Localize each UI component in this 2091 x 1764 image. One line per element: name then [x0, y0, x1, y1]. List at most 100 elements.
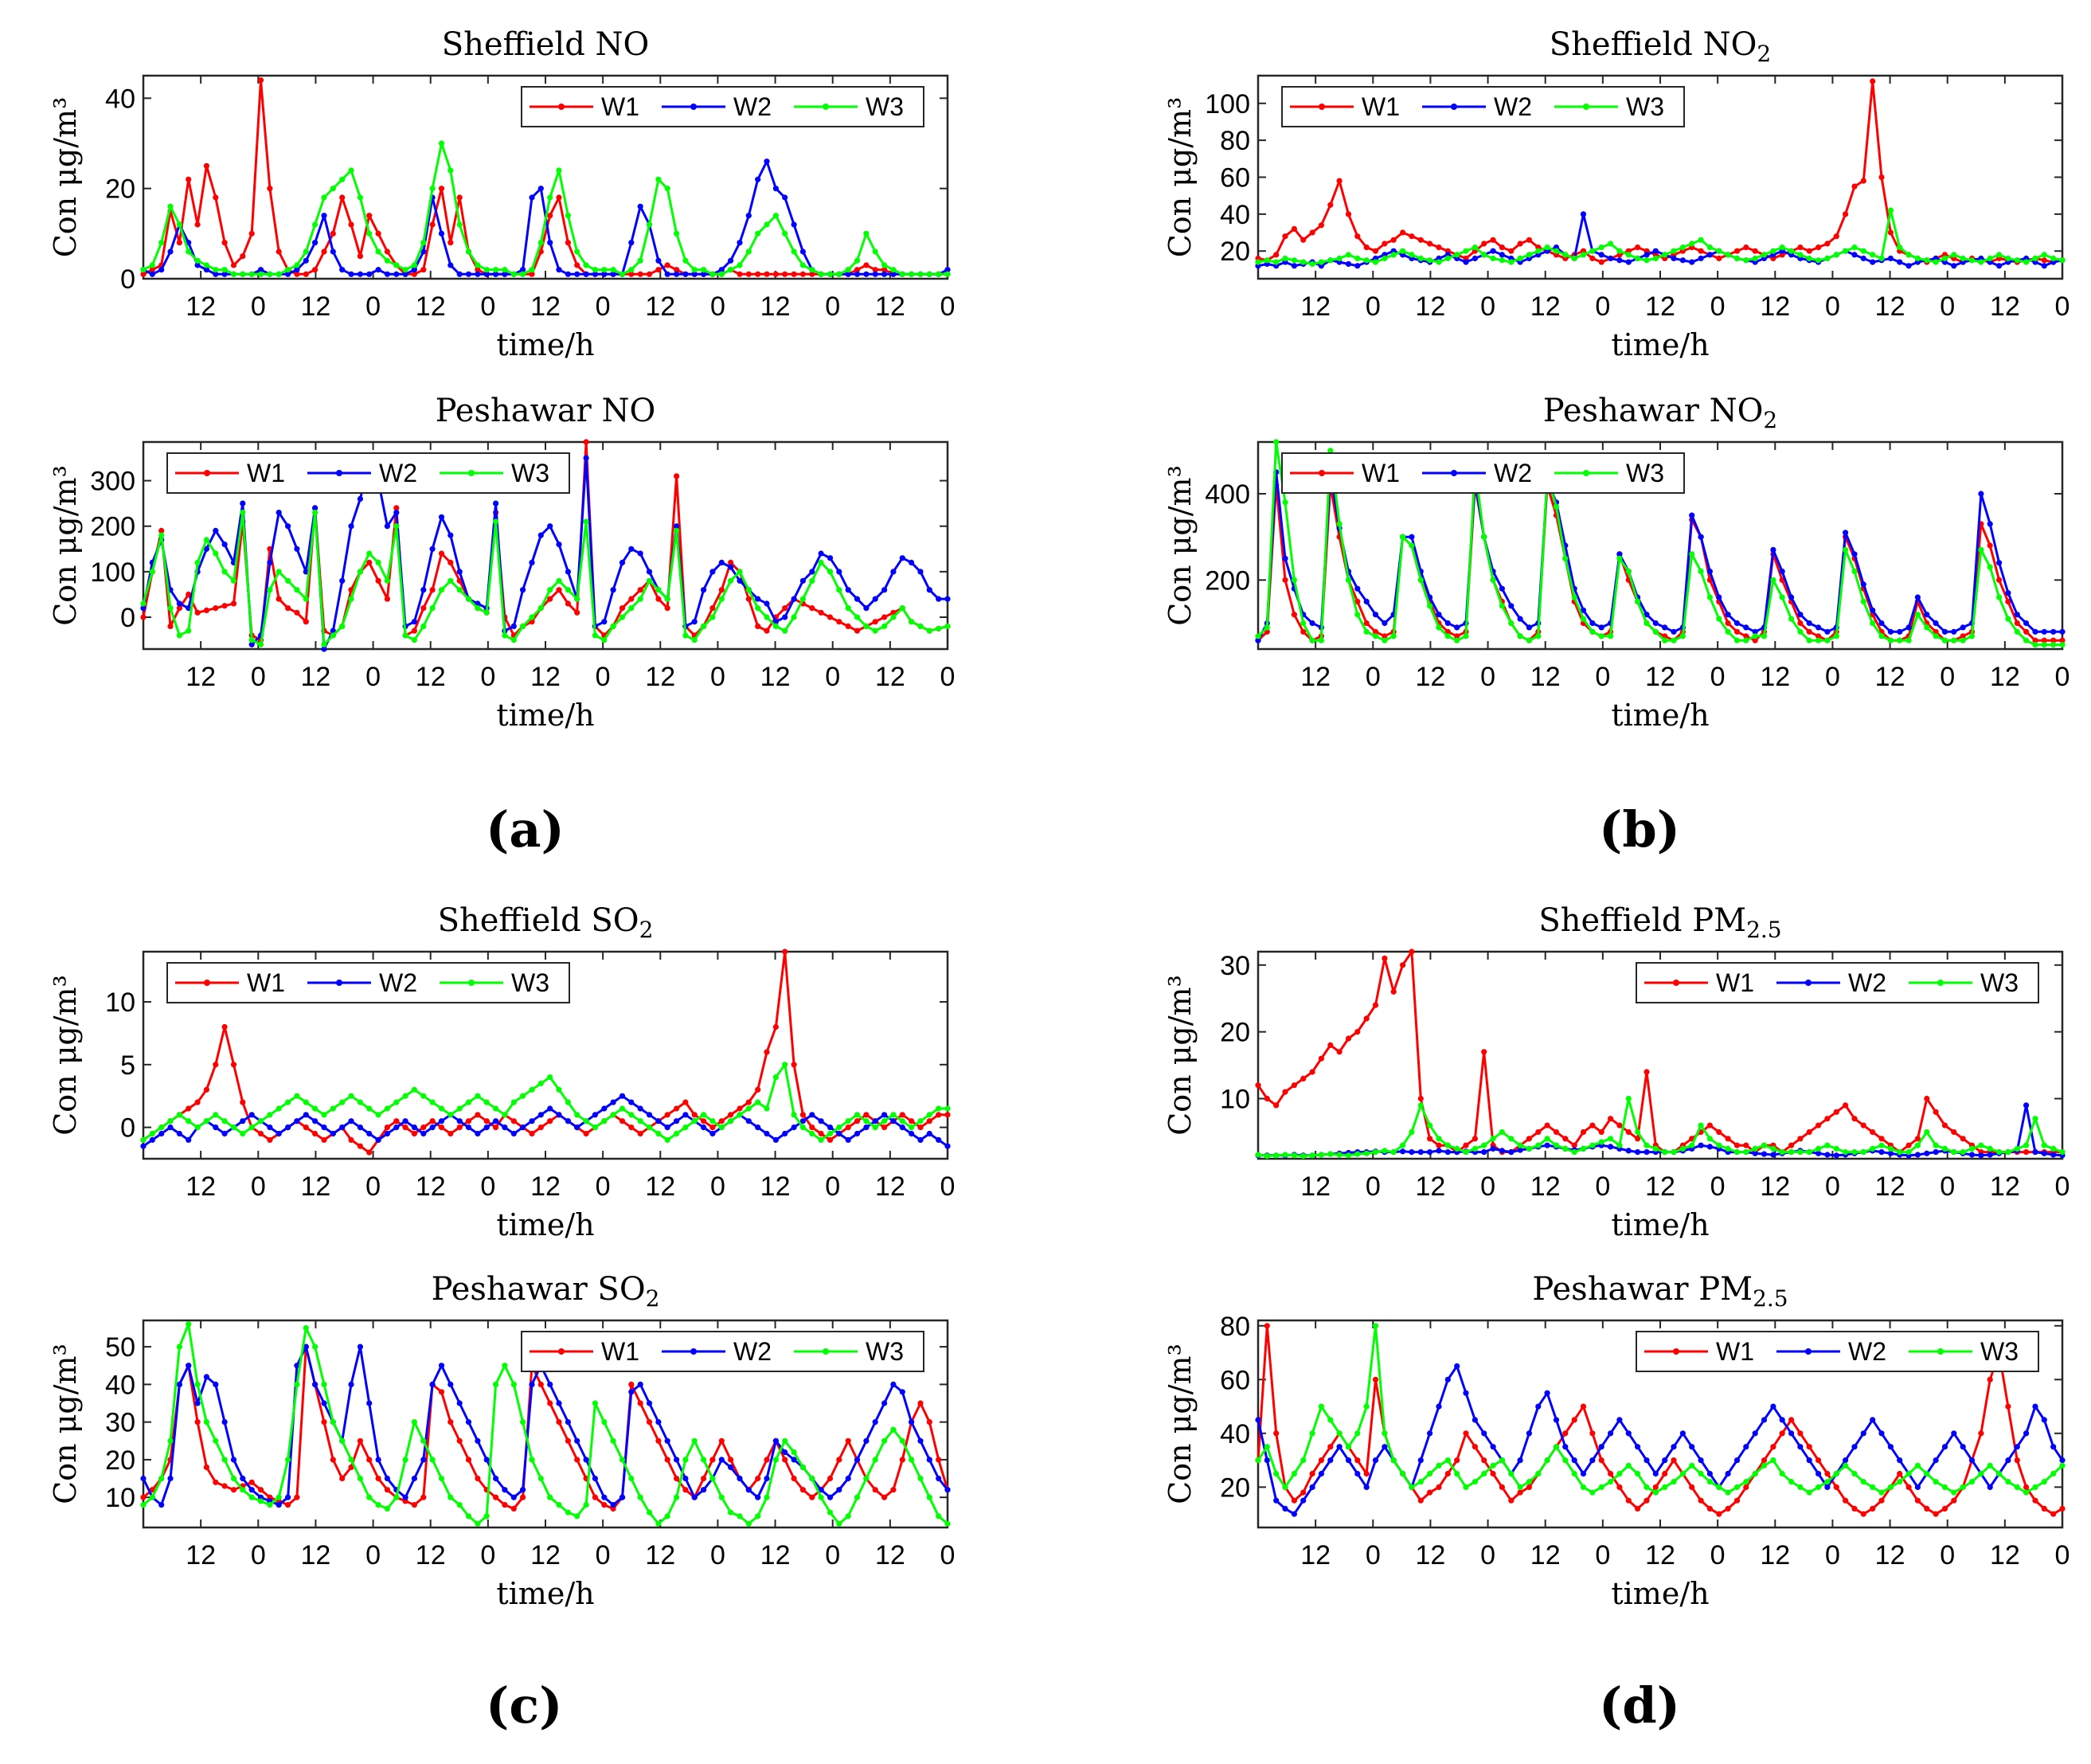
- data-point: [1951, 1149, 1957, 1156]
- data-point: [1815, 244, 1822, 251]
- x-tick-label: 0: [940, 662, 956, 692]
- data-point: [475, 1093, 481, 1099]
- data-point: [502, 267, 508, 273]
- x-tick-label: 0: [940, 1540, 956, 1570]
- data-point: [1843, 1457, 1849, 1464]
- data-point: [674, 1475, 680, 1482]
- data-point: [764, 1457, 770, 1463]
- chart-title: Peshawar NO2: [1543, 393, 1777, 433]
- data-point: [718, 267, 725, 273]
- data-point: [1951, 1430, 1957, 1437]
- data-point: [303, 596, 309, 602]
- data-point: [755, 176, 761, 182]
- data-point: [1960, 633, 1966, 639]
- data-point: [1887, 229, 1894, 236]
- data-point: [1517, 1147, 1523, 1153]
- data-point: [1851, 1444, 1858, 1450]
- data-point: [2059, 257, 2066, 264]
- y-tick-label: 100: [1205, 89, 1250, 119]
- data-point: [1300, 259, 1307, 265]
- data-point: [1679, 633, 1686, 639]
- data-point: [465, 1419, 472, 1426]
- data-point: [827, 614, 834, 620]
- legend-entry: W2: [1494, 459, 1532, 487]
- data-point: [321, 1381, 327, 1387]
- data-point: [718, 1494, 725, 1500]
- data-point: [1870, 1128, 1876, 1136]
- data-point: [592, 1494, 599, 1500]
- data-point: [701, 623, 707, 630]
- data-point: [312, 1344, 319, 1350]
- data-point: [1698, 1142, 1704, 1148]
- y-tick-label: 400: [1205, 479, 1250, 510]
- data-point: [547, 1494, 553, 1500]
- legend-entry: W1: [601, 92, 639, 121]
- data-point: [1689, 241, 1695, 247]
- y-axis-label: Con μg/m³: [1163, 975, 1198, 1136]
- data-point: [1363, 1484, 1370, 1490]
- data-point: [2059, 637, 2066, 643]
- data-point: [1878, 1430, 1885, 1437]
- data-point: [755, 1086, 761, 1093]
- data-point: [854, 1130, 861, 1137]
- data-point: [845, 1125, 851, 1131]
- data-point: [1318, 1403, 1324, 1410]
- data-point: [1987, 1376, 1993, 1383]
- data-point: [339, 1099, 346, 1105]
- data-point: [1264, 624, 1270, 631]
- data-point: [1499, 603, 1505, 609]
- data-point: [836, 1457, 842, 1463]
- x-tick-label: 0: [1595, 1540, 1610, 1570]
- data-point: [248, 271, 255, 277]
- data-point: [1264, 257, 1270, 264]
- data-point: [1987, 564, 1993, 570]
- data-point: [709, 605, 716, 612]
- data-point: [465, 1099, 472, 1105]
- data-point: [1390, 252, 1397, 258]
- data-point: [537, 605, 544, 612]
- data-point: [664, 1112, 670, 1118]
- data-point: [1897, 1470, 1903, 1477]
- series-W2: [140, 455, 951, 652]
- data-point: [1481, 252, 1487, 258]
- data-point: [1589, 1142, 1596, 1148]
- data-point: [1635, 1505, 1641, 1512]
- data-point: [348, 1093, 354, 1099]
- data-point: [2041, 1479, 2047, 1485]
- legend-entry: W1: [1716, 968, 1754, 997]
- data-point: [1544, 1136, 1550, 1142]
- data-point: [1409, 948, 1415, 955]
- data-point: [872, 1125, 878, 1131]
- data-point: [809, 1130, 815, 1137]
- data-point: [1417, 1095, 1424, 1102]
- x-tick-label: 12: [875, 291, 905, 322]
- series-W3: [140, 510, 951, 647]
- data-point: [1544, 1142, 1550, 1148]
- x-tick-label: 0: [365, 662, 381, 692]
- data-point: [619, 605, 626, 612]
- data-point: [294, 546, 300, 552]
- data-point: [772, 1457, 780, 1463]
- data-point: [556, 1419, 562, 1426]
- data-point: [2050, 1152, 2057, 1158]
- x-tick-label: 0: [251, 1171, 266, 1202]
- data-point: [574, 596, 580, 602]
- data-point: [628, 1099, 635, 1105]
- data-point: [1616, 1417, 1623, 1423]
- data-point: [312, 1381, 319, 1387]
- data-point: [701, 1112, 707, 1118]
- data-point: [1589, 248, 1596, 254]
- data-point: [230, 1475, 237, 1482]
- data-point: [203, 1464, 209, 1470]
- x-tick-label: 0: [480, 662, 495, 692]
- legend-swatch-marker: [823, 1348, 829, 1355]
- data-point: [854, 614, 861, 620]
- data-point: [1526, 637, 1532, 643]
- data-point: [2023, 637, 2030, 643]
- data-point: [1291, 257, 1297, 264]
- legend-swatch-marker: [1583, 470, 1589, 476]
- data-point: [1363, 257, 1370, 264]
- data-point: [909, 1125, 915, 1131]
